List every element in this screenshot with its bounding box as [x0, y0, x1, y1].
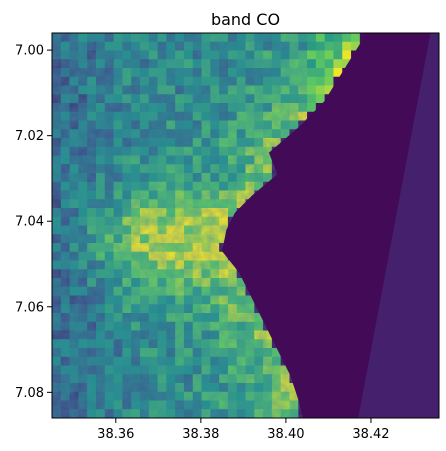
- heatmap-cell: [307, 50, 317, 60]
- heatmap-cell: [351, 33, 361, 43]
- heatmap-cell: [307, 41, 317, 52]
- heatmap-cell: [315, 41, 326, 52]
- heatmap-cell: [315, 94, 326, 104]
- heatmap-cell: [315, 68, 326, 78]
- heatmap-cell: [333, 68, 343, 78]
- y-tick-label: 7.02: [15, 129, 44, 144]
- x-tick-label: 38.40: [267, 427, 304, 442]
- heatmap-cell: [342, 33, 352, 43]
- heatmap-cell: [324, 76, 335, 87]
- heatmap-cell: [324, 33, 335, 43]
- plot-frame: [51, 32, 440, 419]
- heatmap-cell: [324, 68, 335, 78]
- heatmap-cell: [324, 85, 335, 95]
- heatmap-cell: [333, 59, 343, 69]
- plot-area: [52, 33, 439, 418]
- heatmap-cell: [342, 59, 352, 69]
- chart-title: band CO: [211, 10, 280, 29]
- heatmap-cell: [324, 41, 335, 52]
- heatmap-cell: [307, 103, 317, 113]
- x-tick-label: 38.36: [97, 427, 134, 442]
- heatmap-cell: [307, 68, 317, 78]
- heatmap-cell: [307, 94, 317, 104]
- heatmap-cell: [315, 50, 326, 60]
- heatmap-cell: [324, 59, 335, 69]
- heatmap-cell: [307, 85, 317, 95]
- heatmap-cell: [307, 59, 317, 69]
- heatmap-cell: [342, 50, 352, 60]
- heatmap-cell: [333, 33, 343, 43]
- heatmap-cell: [307, 33, 317, 43]
- y-tick-label: 7.04: [15, 215, 44, 230]
- heatmap-cell: [315, 33, 326, 43]
- heatmap-cell: [333, 41, 343, 52]
- ocean-far-region: [358, 33, 439, 418]
- heatmap-cell: [324, 50, 335, 60]
- x-tick-label: 38.42: [352, 427, 389, 442]
- heatmap-cell: [351, 41, 361, 52]
- y-tick-label: 7.00: [15, 44, 44, 59]
- heatmap-cell: [307, 76, 317, 87]
- y-axis: 7.00 7.02 7.04 7.06 7.08: [15, 44, 52, 401]
- heatmap-cell: [315, 85, 326, 95]
- x-tick-label: 38.38: [182, 427, 219, 442]
- heatmap-cell: [333, 50, 343, 60]
- heatmap-cell: [315, 76, 326, 87]
- y-tick-label: 7.06: [15, 300, 44, 315]
- y-tick-label: 7.08: [15, 386, 44, 401]
- heatmap-cell: [342, 41, 352, 52]
- x-axis: 38.36 38.38 38.40 38.42: [97, 418, 390, 442]
- heatmap-cell: [315, 59, 326, 69]
